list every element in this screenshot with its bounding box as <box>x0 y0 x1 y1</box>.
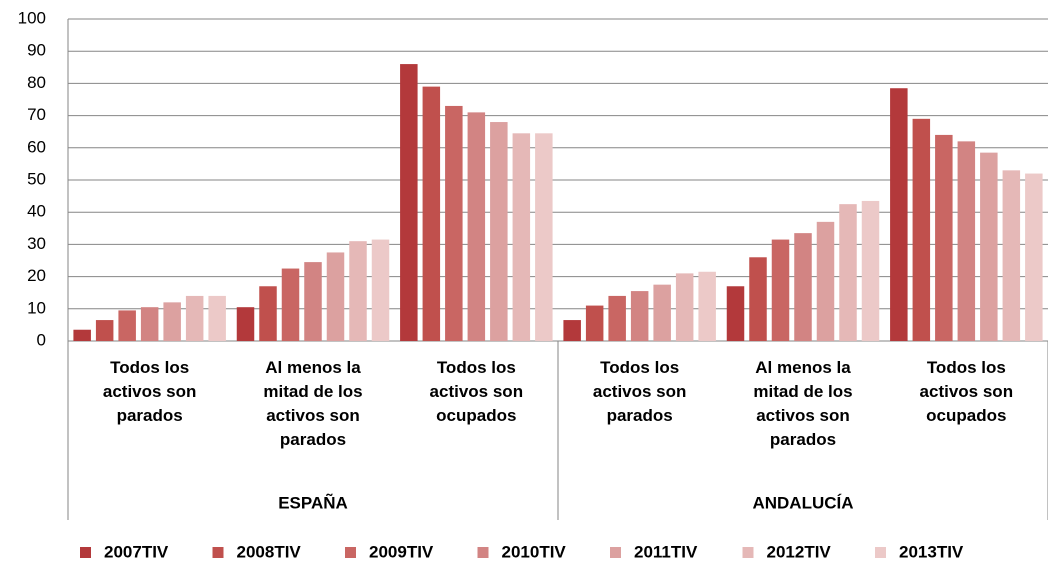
bar <box>585 305 604 341</box>
y-tick-label: 70 <box>27 105 46 124</box>
bar <box>890 88 908 341</box>
bar <box>400 64 418 341</box>
y-tick-label: 0 <box>37 330 46 349</box>
bar <box>236 307 255 341</box>
bar <box>861 200 880 341</box>
bar <box>675 273 694 341</box>
bar <box>422 86 441 342</box>
bar <box>490 122 508 341</box>
bar <box>95 320 114 341</box>
bar <box>73 329 91 341</box>
y-tick-label: 90 <box>27 41 46 60</box>
legend-label: 2013TIV <box>899 542 964 561</box>
legend-label: 2008TIV <box>237 542 302 561</box>
group-label: ANDALUCÍA <box>752 493 853 512</box>
bar <box>630 291 649 341</box>
bar <box>653 284 671 341</box>
bar <box>467 112 486 341</box>
legend-swatch <box>610 547 621 558</box>
bar <box>185 295 204 341</box>
x-tick-label: Todos los activos son parados <box>102 358 197 425</box>
legend-swatch <box>212 547 224 558</box>
legend-swatch <box>742 547 754 558</box>
bar <box>980 152 998 341</box>
legend-swatch <box>345 547 356 558</box>
y-tick-label: 40 <box>27 202 46 221</box>
bar <box>1025 173 1043 341</box>
bar <box>208 295 226 341</box>
legend-label: 2011TIV <box>634 542 698 561</box>
bar <box>839 204 857 341</box>
bar <box>935 134 953 341</box>
bar <box>163 302 181 341</box>
legend-swatch <box>80 547 91 558</box>
x-tick-label: Todos los activos son ocupados <box>429 358 524 425</box>
x-tick-label: Al menos la mitad de los activos son par… <box>753 358 853 449</box>
bar <box>749 257 767 341</box>
y-tick-label: 30 <box>27 234 46 253</box>
bar <box>512 133 531 341</box>
legend-swatch <box>477 547 489 558</box>
legend-swatch <box>875 547 886 558</box>
x-tick-label: Al menos la mitad de los activos son par… <box>263 358 363 449</box>
bar <box>912 118 931 341</box>
legend-label: 2010TIV <box>502 542 567 561</box>
bar <box>1002 170 1021 341</box>
bar <box>957 141 976 341</box>
bar <box>698 271 716 341</box>
bar <box>140 307 159 341</box>
y-tick-label: 50 <box>27 169 46 188</box>
legend-label: 2012TIV <box>767 542 832 561</box>
bar <box>771 239 790 341</box>
legend-label: 2009TIV <box>369 542 434 561</box>
bar <box>563 320 581 341</box>
bar <box>371 239 390 341</box>
bar <box>259 286 277 341</box>
y-tick-label: 20 <box>27 266 46 285</box>
x-tick-label: Todos los activos son parados <box>592 358 687 425</box>
bar <box>794 233 812 341</box>
y-tick-label: 80 <box>27 73 46 92</box>
bar <box>608 295 626 341</box>
bar <box>726 286 745 341</box>
group-label: ESPAÑA <box>278 492 348 512</box>
bar <box>304 262 322 341</box>
y-tick-label: 100 <box>18 8 46 27</box>
bar <box>445 105 463 341</box>
x-tick-label: Todos los activos son ocupados <box>919 358 1014 425</box>
y-tick-label: 10 <box>27 298 46 317</box>
bar <box>535 133 553 341</box>
bar <box>118 310 136 341</box>
legend-label: 2007TIV <box>104 542 169 561</box>
bar <box>281 268 300 341</box>
bar <box>349 241 367 341</box>
bar <box>816 221 835 341</box>
bar <box>326 252 345 341</box>
y-tick-label: 60 <box>27 137 46 156</box>
